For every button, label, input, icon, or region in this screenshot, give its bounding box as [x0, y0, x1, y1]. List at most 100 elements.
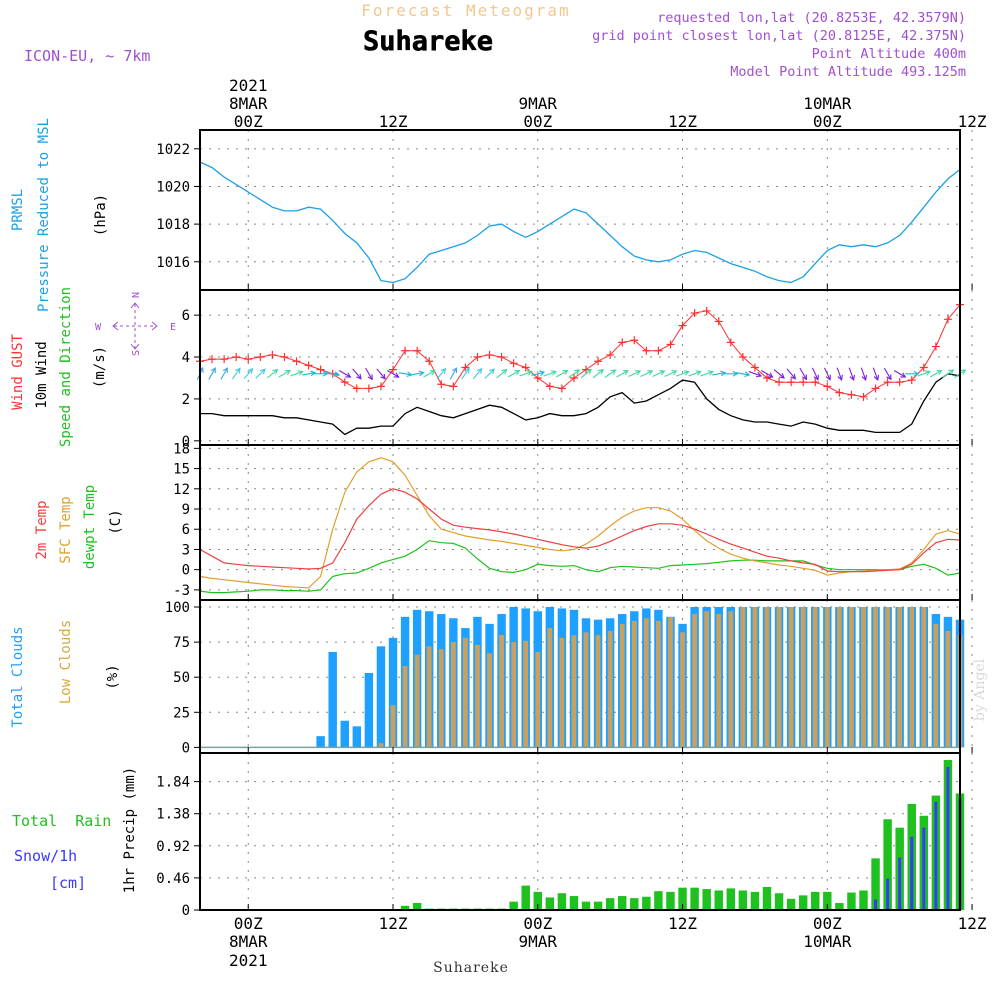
gust-point: [244, 355, 253, 364]
wind-arrow-icon: [255, 368, 266, 379]
wind-arrow-head: [825, 374, 831, 381]
rain-bar: [630, 898, 639, 910]
bottom-hour-label: 12Z: [379, 914, 408, 933]
snow-bar: [874, 899, 878, 910]
low-cloud-bar: [547, 628, 553, 748]
wind-arrow-shaft: [592, 369, 604, 379]
low-cloud-bar: [499, 635, 504, 748]
y-tick-label: 1020: [156, 179, 190, 195]
wind-arrow-icon: [232, 367, 241, 380]
top-date-label: 8MAR: [229, 94, 268, 113]
wind-arrow-head: [464, 367, 470, 374]
wind-arrow-shaft: [436, 368, 446, 380]
panel-frame: [199, 599, 961, 754]
wind-arrow-head: [285, 369, 292, 376]
gust-point: [654, 346, 663, 355]
low-cloud-bar: [873, 607, 878, 748]
wind-arrow-shaft: [748, 371, 762, 377]
gust-point: [594, 357, 603, 366]
snow-bar: [946, 766, 950, 910]
wind-arrow-shaft: [799, 367, 807, 380]
model-name: ICON-EU, ~ 7km: [24, 47, 150, 65]
wind-arrow-shaft: [604, 369, 616, 378]
wind-arrow-head: [635, 370, 642, 376]
dewpt-series-line: [199, 540, 961, 594]
gust-point: [256, 353, 265, 362]
y-tick-label: 1018: [156, 217, 190, 233]
rain-bar: [738, 890, 748, 910]
gust-point: [823, 382, 832, 391]
wind-arrow-icon: [688, 370, 702, 377]
rain-bar: [557, 893, 567, 910]
gust-point: [919, 363, 928, 372]
wind-arrow-icon: [352, 368, 362, 380]
gust-point: [847, 390, 856, 399]
gust-point: [220, 355, 229, 364]
rain-bar: [811, 891, 820, 910]
top-hour-label: 00Z: [523, 112, 552, 131]
wind-arrow-head: [222, 367, 228, 374]
wind-arrow-head: [801, 374, 807, 381]
wind-arrow-icon: [461, 367, 470, 380]
total-cloud-bar: [376, 646, 386, 748]
low-cloud-bar: [788, 607, 794, 748]
gust-point: [606, 350, 615, 359]
low-cloud-bar: [511, 642, 517, 748]
wind-arrow-shaft: [423, 370, 436, 378]
low-cloud-bar: [812, 607, 818, 748]
gust-point: [401, 346, 410, 355]
low-cloud-bar: [462, 637, 468, 748]
wind-arrow-shaft: [255, 368, 266, 379]
wind-arrow-head: [924, 370, 931, 376]
wind-arrow-shaft: [872, 367, 879, 381]
wind-arrow-icon: [365, 367, 373, 381]
wind-arrow-shaft: [688, 371, 701, 377]
low-cloud-bar: [619, 623, 625, 748]
rain-bar: [835, 903, 844, 910]
wind-arrow-icon: [748, 371, 763, 378]
pressure-msl-label: Pressure Reduced to MSL: [36, 118, 52, 312]
low-cloud-bar: [583, 632, 589, 748]
gust-point: [702, 306, 711, 315]
total-rain-label: Total Rain: [12, 812, 111, 830]
wind-arrow-head: [610, 369, 617, 375]
wind-arrow-head: [622, 369, 629, 376]
precip-panel: 0 0.46 0.92 1.38 1.84: [156, 752, 973, 919]
wind-arrow-shaft: [761, 370, 773, 378]
wind-arrow-head: [744, 371, 751, 378]
gust-point: [497, 353, 506, 362]
wind-arrow-icon: [893, 370, 907, 378]
bottom-hour-label: 12Z: [958, 914, 987, 933]
sfc-temp-series-line: [199, 457, 961, 589]
wind-arrow-head: [562, 369, 569, 376]
temp-labels: 2m Temp SFC Temp dewpt Temp (C): [34, 485, 124, 569]
gust-point: [642, 346, 651, 355]
wind-arrow-icon: [592, 368, 604, 379]
low-cloud-bar: [836, 607, 842, 748]
low-cloud-bar: [945, 630, 951, 748]
wind-arrow-icon: [326, 371, 341, 378]
y-tick-label: 0.46: [156, 871, 190, 887]
y-tick-label: 100: [165, 600, 190, 616]
gust-point: [316, 365, 325, 374]
wind-arrow-icon: [604, 369, 617, 378]
precip-labels: Total Rain Snow/1h [cm] 1hr Precip (mm): [12, 767, 138, 893]
gust-point: [738, 353, 747, 362]
rain-bar: [871, 858, 880, 910]
snow-bar: [898, 857, 902, 910]
rain-bar: [823, 891, 832, 910]
wind-arrow-head: [732, 370, 739, 377]
total-cloud-bar: [316, 736, 325, 748]
wind-arrow-head: [539, 370, 546, 376]
wind-arrow-head: [526, 370, 533, 376]
gust-point: [304, 361, 313, 370]
gust-point: [340, 378, 349, 387]
low-cloud-bar: [475, 644, 480, 748]
wind-arrow-icon: [799, 367, 807, 381]
wind-arrow-shaft: [220, 367, 228, 380]
wind-arrow-head: [247, 367, 254, 374]
wind-arrow-icon: [556, 369, 569, 378]
y-tick-label: 1.38: [156, 807, 190, 823]
low-cloud-bar: [776, 607, 782, 748]
